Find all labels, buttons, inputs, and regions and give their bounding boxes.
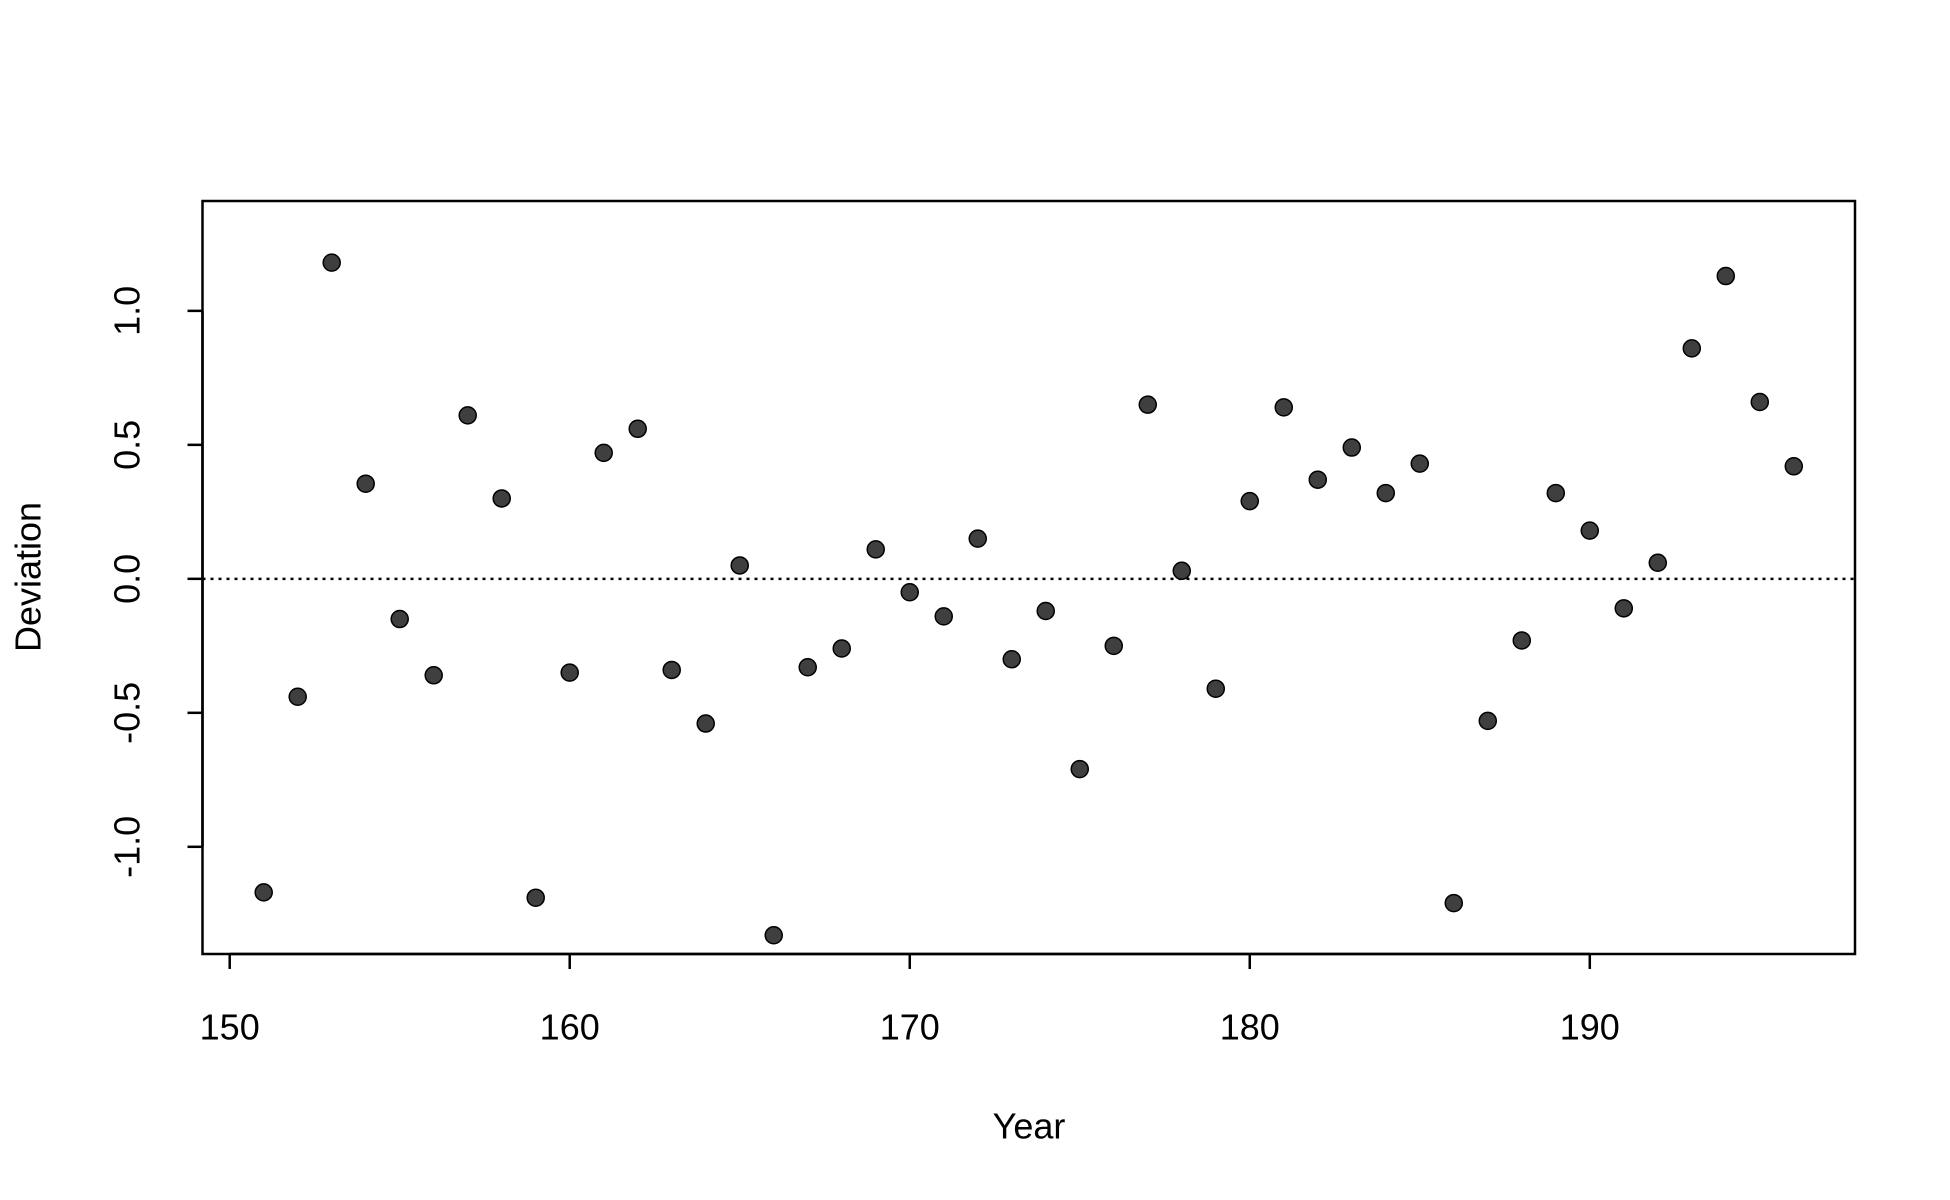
point <box>900 582 919 602</box>
point <box>1716 266 1736 286</box>
x-tick-label: 150 <box>200 1007 260 1048</box>
point <box>1614 599 1634 618</box>
x-tick-label: 180 <box>1220 1007 1280 1048</box>
point <box>424 666 443 685</box>
point <box>934 607 953 626</box>
y-tick-label: 0.0 <box>107 554 148 604</box>
x-tick-label: 190 <box>1560 1007 1620 1048</box>
point <box>764 925 783 945</box>
point <box>798 658 817 677</box>
point <box>968 529 987 548</box>
point <box>390 609 409 629</box>
y-tick-label: 0.5 <box>107 420 148 470</box>
point <box>1240 491 1260 511</box>
point <box>1546 483 1566 503</box>
point <box>1750 392 1770 412</box>
point <box>866 540 885 559</box>
point <box>1342 438 1362 457</box>
point <box>1478 711 1498 731</box>
point <box>1444 893 1464 913</box>
point <box>1104 636 1124 656</box>
point <box>322 253 341 272</box>
point <box>1648 553 1668 573</box>
point <box>1682 339 1702 358</box>
y-tick-label: 1.0 <box>107 286 148 336</box>
point <box>458 406 477 425</box>
point <box>1036 601 1056 621</box>
y-tick-label: -1.0 <box>107 816 148 878</box>
point <box>288 687 307 706</box>
y-axis-title: Deviation <box>8 502 49 652</box>
point <box>560 663 579 682</box>
point <box>1376 483 1396 503</box>
point <box>662 660 681 680</box>
point <box>696 714 715 733</box>
point <box>1308 470 1328 489</box>
point <box>1172 561 1192 581</box>
point <box>1206 679 1226 698</box>
point <box>1512 631 1532 650</box>
point <box>1580 521 1600 540</box>
x-tick-label: 170 <box>880 1007 940 1048</box>
point <box>628 419 647 439</box>
point <box>526 888 545 907</box>
point <box>1784 457 1804 476</box>
point <box>1070 759 1090 779</box>
y-tick-label: -0.5 <box>107 682 148 744</box>
x-axis-title: Year <box>993 1106 1066 1147</box>
point <box>254 883 273 902</box>
point <box>832 639 851 658</box>
x-tick-label: 160 <box>540 1007 600 1048</box>
point <box>730 556 749 575</box>
point <box>1002 649 1021 669</box>
point <box>1274 398 1294 417</box>
point <box>594 443 613 463</box>
point <box>492 489 511 508</box>
point <box>1138 395 1158 414</box>
plot-frame <box>201 199 1857 956</box>
point <box>356 474 375 493</box>
point <box>1410 454 1430 473</box>
